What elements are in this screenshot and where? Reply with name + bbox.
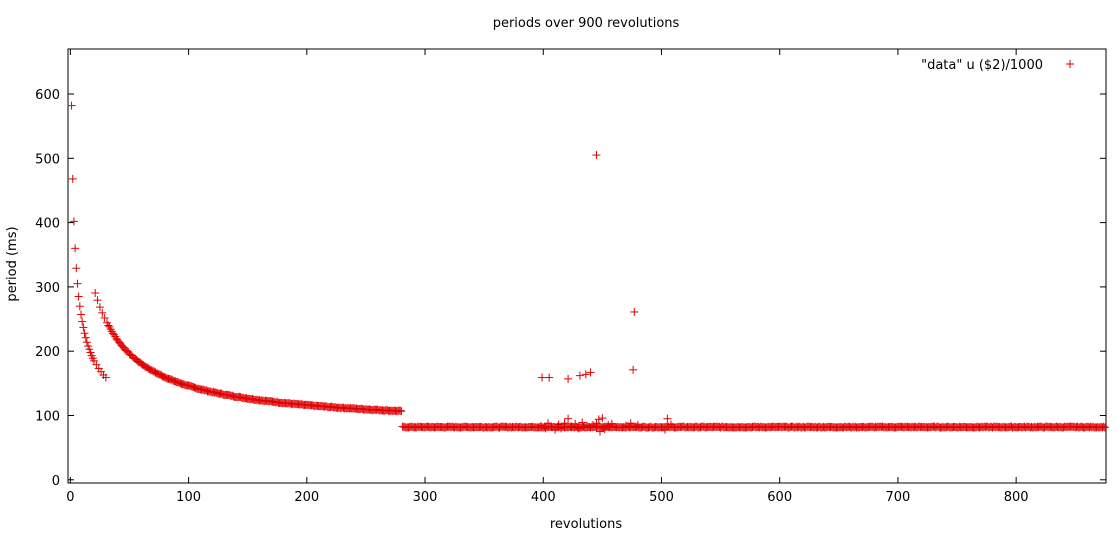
data-point	[91, 288, 100, 297]
data-point	[564, 374, 573, 383]
data-point	[75, 302, 84, 311]
data-point	[607, 419, 616, 428]
data-point	[626, 419, 635, 428]
chart-title: periods over 900 revolutions	[493, 16, 680, 31]
x-axis-label: revolutions	[550, 517, 622, 532]
data-point	[604, 421, 613, 430]
data-point	[541, 424, 550, 433]
data-point	[556, 424, 565, 433]
y-tick-label: 200	[35, 345, 60, 360]
data-point	[536, 421, 545, 430]
data-point	[629, 365, 638, 374]
data-point	[84, 342, 93, 351]
data-point	[396, 406, 405, 415]
y-tick-label: 300	[35, 281, 60, 296]
x-tick-label: 0	[66, 490, 74, 505]
data-point	[98, 308, 107, 317]
data-point	[633, 421, 642, 430]
data-point	[86, 348, 95, 357]
data-point	[661, 425, 670, 434]
data-point	[1099, 422, 1108, 431]
x-tick-label: 400	[531, 490, 556, 505]
data-point	[1066, 60, 1074, 68]
data-point	[598, 414, 607, 423]
data-point	[80, 329, 89, 338]
legend-label: "data" u ($2)/1000	[921, 58, 1043, 73]
data-point	[69, 217, 78, 226]
data-point	[101, 373, 110, 382]
data-point	[110, 330, 119, 339]
x-tick-label: 800	[1004, 490, 1029, 505]
data-point	[71, 244, 80, 253]
data-point	[68, 174, 77, 183]
y-tick-label: 500	[35, 152, 60, 167]
data-point	[630, 307, 639, 316]
data-point	[85, 345, 94, 354]
data-point	[1100, 423, 1109, 432]
x-tick-label: 500	[649, 490, 674, 505]
data-point	[78, 317, 87, 326]
y-tick-label: 0	[52, 474, 60, 489]
data-point	[666, 420, 675, 429]
data-point	[588, 421, 597, 430]
data-point	[575, 371, 584, 380]
data-point	[538, 373, 547, 382]
data-points	[67, 101, 1109, 436]
data-point	[622, 421, 631, 430]
data-point	[571, 419, 580, 428]
x-ticks: 0 100 200 300 400 500 600 700 800	[66, 49, 1029, 505]
data-point	[77, 310, 86, 319]
data-point	[543, 419, 552, 428]
legend-marker	[1066, 60, 1074, 68]
y-tick-label: 100	[35, 409, 60, 424]
legend: "data" u ($2)/1000	[921, 58, 1074, 73]
data-point	[545, 373, 554, 382]
x-tick-label: 700	[886, 490, 911, 505]
x-tick-label: 100	[176, 490, 201, 505]
plot-frame	[67, 48, 1107, 484]
data-point	[74, 292, 83, 301]
data-point	[596, 427, 605, 436]
y-ticks: 0 100 200 300 400 500 600	[35, 88, 1106, 489]
x-tick-label: 200	[294, 490, 319, 505]
data-point	[397, 407, 406, 416]
data-point	[100, 313, 109, 322]
x-tick-label: 300	[413, 490, 438, 505]
y-tick-label: 400	[35, 217, 60, 232]
data-point	[95, 303, 104, 312]
x-tick-label: 600	[767, 490, 792, 505]
data-point	[81, 333, 90, 342]
y-axis-label: period (ms)	[5, 226, 20, 301]
data-point	[592, 151, 601, 160]
data-point	[600, 424, 609, 433]
data-point	[93, 296, 102, 305]
data-point	[551, 425, 560, 434]
data-point	[663, 414, 672, 423]
data-point	[79, 323, 88, 332]
data-point	[583, 421, 591, 430]
data-point	[564, 414, 573, 423]
data-point	[560, 419, 569, 428]
data-point	[574, 424, 583, 433]
data-point	[73, 279, 82, 288]
data-point	[72, 264, 81, 273]
data-point	[82, 338, 91, 347]
data-point	[594, 415, 603, 424]
data-point	[586, 368, 595, 377]
data-point	[578, 418, 587, 427]
data-point	[581, 370, 590, 379]
data-point	[67, 101, 76, 110]
y-tick-label: 600	[35, 88, 60, 103]
